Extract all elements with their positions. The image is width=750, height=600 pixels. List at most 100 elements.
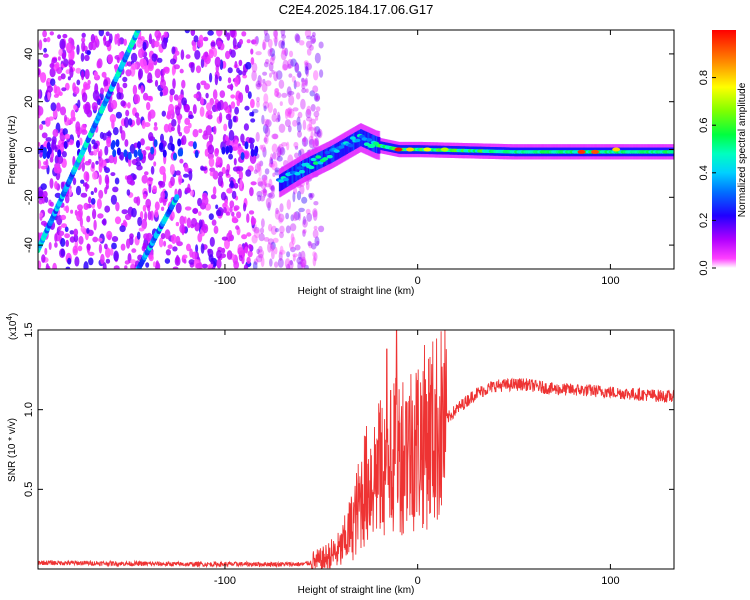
noise-blob xyxy=(233,205,240,211)
noise-blob xyxy=(163,31,168,38)
noise-blob xyxy=(183,173,189,178)
noise-blob xyxy=(216,249,222,259)
noise-blob xyxy=(59,38,66,50)
noise-blob xyxy=(294,62,300,73)
noise-blob xyxy=(104,186,108,195)
noise-blob xyxy=(207,114,213,120)
noise-blob xyxy=(110,247,114,256)
noise-blob xyxy=(175,202,182,214)
noise-blob xyxy=(179,68,184,74)
colorbar-tick-label: 0.2 xyxy=(698,213,710,228)
noise-blob xyxy=(76,44,80,55)
noise-blob xyxy=(286,263,291,269)
trace-hotspot xyxy=(406,147,414,152)
noise-blob xyxy=(267,201,271,211)
noise-blob xyxy=(228,129,235,141)
noise-blob xyxy=(159,91,163,97)
diagonal-trace-point xyxy=(135,30,141,34)
noise-blob xyxy=(288,94,295,106)
noise-blob xyxy=(145,95,153,101)
noise-blob xyxy=(221,166,226,175)
noise-blob xyxy=(241,249,246,259)
noise-blob xyxy=(248,137,253,144)
noise-blob xyxy=(114,33,118,45)
noise-blob xyxy=(262,39,267,50)
noise-blob xyxy=(288,108,295,119)
noise-blob xyxy=(305,208,311,215)
noise-blob xyxy=(158,237,164,248)
noise-blob xyxy=(251,234,258,244)
noise-blob xyxy=(286,199,291,210)
noise-blob xyxy=(261,177,267,185)
noise-blob xyxy=(80,192,88,198)
noise-blob xyxy=(201,196,209,206)
noise-blob xyxy=(219,90,226,98)
noise-blob xyxy=(292,211,298,222)
noise-blob xyxy=(134,112,140,118)
noise-blob xyxy=(230,94,236,99)
noise-blob xyxy=(88,251,95,256)
noise-blob xyxy=(214,74,219,86)
noise-blob xyxy=(250,217,257,225)
noise-blob xyxy=(229,200,235,208)
noise-blob xyxy=(175,106,181,116)
noise-blob xyxy=(261,174,268,181)
noise-blob xyxy=(46,150,51,159)
noise-blob xyxy=(56,66,63,75)
noise-blob xyxy=(269,156,274,168)
noise-blob xyxy=(254,163,261,173)
noise-blob xyxy=(202,36,209,42)
trace-core xyxy=(669,150,674,154)
trace-band xyxy=(317,152,320,170)
noise-blob xyxy=(313,252,318,262)
noise-blob xyxy=(49,201,54,207)
trace-band xyxy=(350,134,353,152)
noise-blob xyxy=(258,233,265,242)
noise-blob xyxy=(67,76,71,81)
noise-blob xyxy=(92,171,98,180)
trace-hotspot xyxy=(591,149,599,154)
noise-blob xyxy=(58,91,63,96)
noise-blob xyxy=(306,48,312,56)
noise-blob xyxy=(261,218,265,228)
noise-blob xyxy=(142,242,147,250)
noise-blob xyxy=(263,175,268,187)
noise-blob xyxy=(270,185,275,192)
noise-blob xyxy=(154,79,159,87)
noise-blob xyxy=(312,208,318,218)
trace-core xyxy=(322,157,329,161)
noise-blob xyxy=(204,51,209,58)
noise-blob xyxy=(296,72,302,78)
noise-blob xyxy=(119,125,123,134)
noise-blob xyxy=(257,181,264,187)
noise-blob xyxy=(304,30,312,38)
y-tick-label: 0.5 xyxy=(23,482,35,497)
noise-blob xyxy=(274,91,279,97)
colorbar-tick-label: 0.0 xyxy=(698,260,710,275)
noise-blob xyxy=(90,198,96,205)
noise-blob xyxy=(38,199,43,205)
noise-blob xyxy=(41,132,48,139)
noise-blob xyxy=(262,123,269,134)
trace-band xyxy=(329,146,332,164)
noise-blob xyxy=(226,250,233,260)
noise-blob xyxy=(296,256,304,265)
noise-blob xyxy=(196,82,201,91)
noise-blob xyxy=(262,41,266,51)
noise-blob xyxy=(270,184,276,194)
noise-blob xyxy=(98,157,104,167)
noise-blob xyxy=(221,236,228,241)
noise-blob xyxy=(294,145,299,150)
noise-blob xyxy=(77,245,83,252)
noise-blob xyxy=(88,159,92,164)
colorbar-tick-label: 0.6 xyxy=(698,118,710,133)
noise-blob xyxy=(48,242,52,250)
noise-blob xyxy=(181,225,185,236)
noise-blob xyxy=(83,182,87,187)
noise-blob xyxy=(38,106,44,116)
noise-blob xyxy=(86,227,90,234)
noise-blob xyxy=(86,215,91,223)
noise-blob xyxy=(39,144,44,153)
noise-blob xyxy=(215,156,221,166)
snr-axes: -100 0 100 0.5 1.0 1.5 xyxy=(23,322,674,587)
